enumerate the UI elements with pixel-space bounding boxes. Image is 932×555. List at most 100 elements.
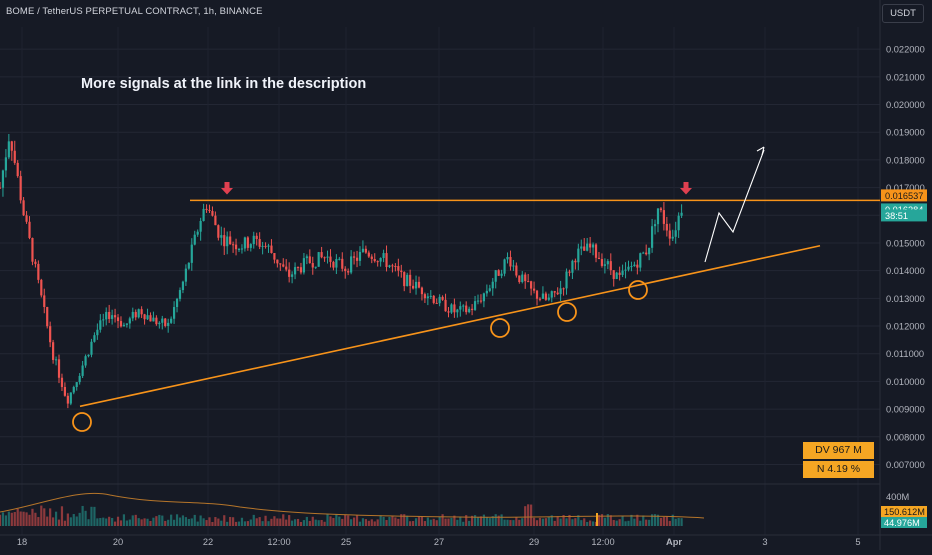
volume-bar — [603, 517, 606, 526]
candle-body — [329, 256, 332, 262]
volume-bar — [199, 515, 202, 526]
candle-body — [208, 209, 211, 212]
candle-body — [355, 257, 359, 261]
candle-body — [13, 150, 16, 163]
volume-bar — [69, 517, 72, 526]
candle-body — [288, 269, 291, 277]
volume-bar — [473, 515, 477, 526]
candle-body — [323, 257, 326, 259]
volume-bar — [491, 516, 494, 526]
candle-body — [52, 342, 55, 360]
y-tick-label: 0.009000 — [886, 405, 925, 415]
volume-bar — [388, 516, 391, 526]
volume-bar — [341, 518, 344, 526]
volume-bar — [550, 515, 553, 526]
candle-body — [4, 157, 8, 171]
volume-bar — [394, 517, 397, 526]
y-tick-label: 0.008000 — [886, 432, 925, 442]
volume-bar — [296, 518, 300, 526]
volume-bar — [170, 514, 173, 526]
candle-body — [530, 281, 533, 289]
candle-body — [473, 301, 477, 310]
candle-body — [232, 244, 235, 246]
candle-body — [149, 315, 152, 322]
volume-bar — [633, 518, 636, 526]
volume-bar — [426, 517, 429, 526]
volume-bar — [152, 517, 155, 526]
candle-body — [10, 141, 13, 151]
down-arrow-marker — [680, 182, 692, 195]
y-tick-label: 0.012000 — [886, 322, 925, 332]
candle-body — [662, 210, 665, 224]
volume-bar — [237, 521, 241, 526]
volume-bar — [500, 514, 503, 526]
candle-body — [556, 292, 559, 295]
candle-body — [1, 170, 5, 188]
volume-bar — [432, 518, 435, 526]
candle-body — [249, 244, 252, 248]
candle-body — [347, 271, 350, 273]
volume-bar — [326, 514, 329, 526]
candle-body — [178, 290, 182, 299]
volume-bar — [288, 515, 291, 526]
candle-body — [341, 258, 344, 269]
candle-body — [512, 265, 515, 267]
volume-bar — [196, 521, 199, 526]
volume-bar — [258, 517, 261, 526]
candle-body — [671, 236, 674, 239]
volume-bar — [547, 516, 550, 526]
volume-bar — [264, 515, 267, 526]
x-tick-label: 18 — [17, 537, 27, 547]
volume-bar — [503, 519, 506, 526]
volume-bar — [40, 505, 43, 526]
candle-body — [426, 296, 429, 299]
volume-bar — [521, 518, 524, 526]
volume-bar — [438, 516, 441, 526]
currency-button[interactable]: USDT — [882, 4, 924, 23]
volume-bar — [352, 517, 356, 526]
y-tick-label: 0.022000 — [886, 45, 925, 55]
candle-body — [105, 311, 108, 320]
volume-bar — [615, 520, 618, 526]
candle-body — [49, 326, 52, 343]
x-tick-label: 27 — [434, 537, 444, 547]
y-tick-label: 0.007000 — [886, 460, 925, 470]
volume-bar — [10, 512, 13, 526]
candle-body — [465, 305, 468, 313]
candle-body — [128, 318, 131, 324]
volume-bar — [379, 515, 382, 526]
volume-bar — [350, 519, 353, 526]
candle-body — [577, 248, 580, 263]
candle-body — [382, 253, 385, 258]
candle-body — [476, 300, 480, 302]
y-tick-label: 0.015000 — [886, 238, 925, 248]
volume-bar — [7, 511, 10, 526]
volume-bar — [618, 519, 621, 526]
volume-bar — [361, 518, 365, 526]
candle-body — [609, 261, 612, 271]
volume-bar — [273, 516, 276, 526]
volume-bar — [530, 504, 533, 526]
candle-body — [462, 305, 465, 307]
candle-body — [497, 270, 500, 276]
volume-bar — [403, 514, 406, 526]
volume-bar — [429, 519, 432, 526]
candle-body — [270, 245, 273, 253]
y-tick-label: 0.020000 — [886, 100, 925, 110]
candle-body — [252, 235, 255, 245]
candle-body — [314, 266, 317, 268]
volume-bar — [279, 518, 282, 526]
volume-bar — [417, 516, 421, 526]
volume-bar — [252, 514, 255, 526]
volume-bar — [571, 519, 574, 526]
candle-body — [134, 311, 137, 318]
candle-body — [370, 256, 373, 259]
volume-label-text: 44.976M — [884, 518, 920, 528]
volume-bar — [468, 520, 471, 526]
symbol-title: BOME / TetherUS PERPETUAL CONTRACT, 1h, … — [6, 6, 263, 17]
candle-body — [167, 322, 170, 326]
volume-bar — [668, 520, 671, 526]
volume-bar — [671, 514, 674, 526]
